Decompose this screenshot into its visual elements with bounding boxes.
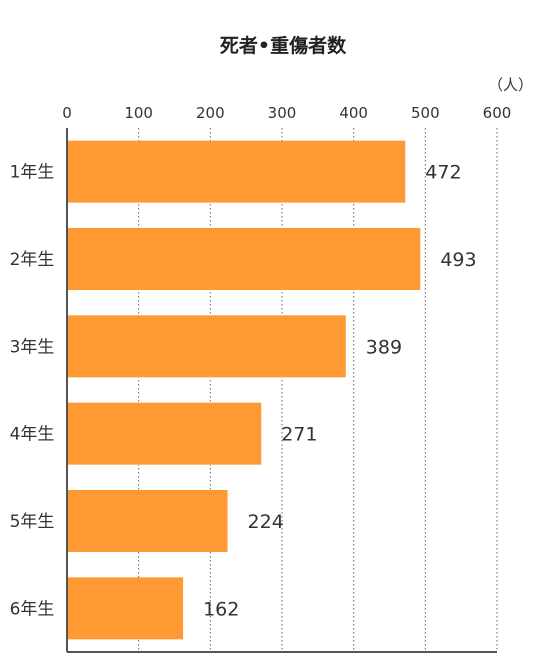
value-labels: 472 493 389 271 224 162 [203, 162, 476, 621]
category-label-2: 2年生 [10, 250, 55, 270]
value-label-4: 271 [281, 424, 317, 446]
category-label-1: 1年生 [10, 163, 55, 183]
category-label-5: 5年生 [10, 512, 55, 532]
value-label-1: 472 [425, 162, 461, 184]
category-label-6: 6年生 [10, 599, 55, 619]
value-label-5: 224 [248, 511, 284, 533]
category-label-4: 4年生 [10, 425, 55, 445]
axes [66, 128, 497, 653]
x-tick-label-200: 200 [196, 104, 225, 122]
value-label-2: 493 [440, 249, 476, 271]
x-tick-label-300: 300 [268, 104, 297, 122]
x-tick-label-500: 500 [411, 104, 440, 122]
x-axis-ticks: 0 100 200 300 400 500 600 [62, 104, 511, 122]
bar-6 [67, 577, 184, 640]
x-tick-label-600: 600 [483, 104, 512, 122]
bar-1 [67, 140, 406, 203]
bar-4 [67, 402, 262, 465]
x-tick-label-400: 400 [339, 104, 368, 122]
category-labels: 1年生 2年生 3年生 4年生 5年生 6年生 [10, 163, 55, 620]
bar-5 [67, 490, 228, 552]
unit-label: （人） [488, 76, 533, 94]
gridlines [138, 128, 498, 652]
bar-2 [67, 228, 421, 290]
bar-3 [67, 315, 346, 378]
x-tick-label-100: 100 [124, 104, 153, 122]
chart-title: 死者•重傷者数 [220, 34, 347, 57]
value-label-6: 162 [203, 598, 239, 620]
x-tick-label-0: 0 [62, 104, 72, 122]
category-label-3: 3年生 [10, 337, 55, 357]
value-label-3: 389 [366, 336, 402, 358]
bars [67, 140, 421, 640]
